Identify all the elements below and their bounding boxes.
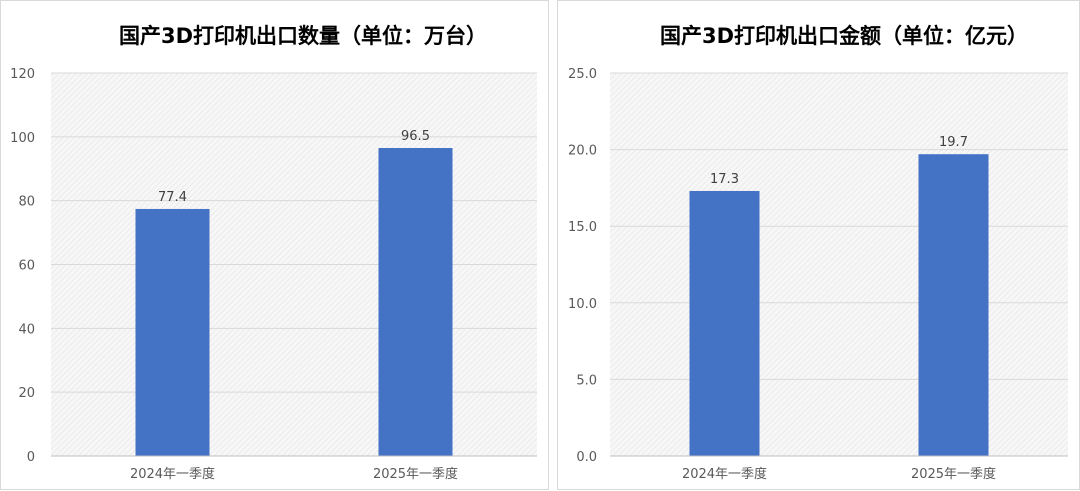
data-label: 77.4 [158,190,187,205]
y-tick-label: 80 [18,195,35,210]
data-label: 19.7 [939,135,968,150]
y-tick-label: 20 [18,386,35,401]
y-tick-label: 0.0 [576,450,597,465]
export-value-chart: 0.0 5.0 10.0 15.0 20.0 25.0 17.3 2024年一季度 19.7 20… [557,0,1080,490]
bar [918,154,989,457]
export-quantity-chart-svg: 0 20 40 60 80 100 120 77.4 2024年一季度 96.5 2025年一季度 国… [10,24,537,482]
export-value-chart-svg: 0.0 5.0 10.0 15.0 20.0 25.0 17.3 2024年一季度 19.7 20… [568,24,1068,482]
y-tick-label: 60 [18,259,35,274]
bar [378,148,453,457]
y-tick-label: 40 [18,322,35,337]
y-tick-label: 15.0 [568,220,597,235]
y-tick-label: 25.0 [568,67,597,82]
x-tick-label: 2024年一季度 [130,466,215,482]
chart-title: 国产3D打印机出口数量（单位：万台） [119,24,487,48]
y-tick-label: 120 [10,67,35,82]
bar [135,208,210,456]
bar [689,190,760,457]
x-tick-label: 2025年一季度 [911,466,996,482]
export-quantity-chart: 0 20 40 60 80 100 120 77.4 2024年一季度 96.5 2025年一季度 国… [0,0,549,490]
y-tick-label: 5.0 [576,373,597,388]
y-tick-label: 100 [10,131,35,146]
y-tick-label: 10.0 [568,297,597,312]
data-label: 17.3 [710,172,739,187]
y-tick-label: 0 [27,450,35,465]
data-label: 96.5 [401,129,430,144]
y-tick-label: 20.0 [568,144,597,159]
plot-area [610,73,1068,456]
x-tick-label: 2024年一季度 [682,466,767,482]
chart-title: 国产3D打印机出口金额（单位：亿元） [660,24,1028,48]
x-tick-label: 2025年一季度 [373,466,458,482]
